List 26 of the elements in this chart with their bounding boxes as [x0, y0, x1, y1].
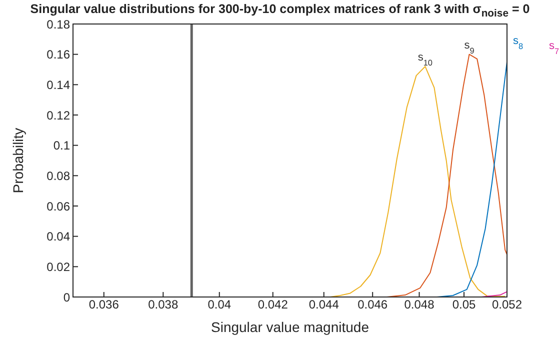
y-tick-label: 0.14	[46, 78, 70, 92]
y-tick-label: 0.06	[46, 199, 70, 214]
chart-title: Singular value distributions for 300-by-10 complex matrices of rank 3 with σ$_{noise}$ = 0	[29, 1, 531, 20]
x-axis-title: Singular value magnitude	[211, 319, 370, 335]
y-tick-label: 0.04	[46, 230, 70, 244]
y-tick-label: 0.12	[46, 108, 70, 122]
x-tick-label: 0.04	[208, 298, 232, 312]
x-tick-label: 0.05	[452, 298, 476, 312]
x-tick-label: 0.046	[358, 298, 388, 312]
x-tick-label: 0.036	[88, 298, 120, 312]
y-axis-title: Probability	[10, 128, 26, 194]
y-tick-label: 0.16	[46, 48, 70, 62]
series-label: s$_{8}$	[513, 35, 524, 50]
y-tick-label: 0.18	[46, 17, 70, 32]
y-tick-label: 0.1	[53, 138, 70, 153]
x-tick-label: 0.038	[148, 298, 178, 312]
y-tick-label: 0.08	[46, 168, 70, 183]
x-tick-label: 0.052	[492, 298, 522, 312]
x-tick-label: 0.042	[258, 298, 288, 312]
series-label: s$_{9}$	[464, 39, 475, 55]
y-tick-label: 0.02	[46, 260, 70, 274]
series-label: s$_{10}$	[418, 51, 433, 67]
x-tick-label: 0.048	[404, 298, 435, 312]
text: s$_{7}$	[549, 40, 560, 56]
y-tick-label: 0	[63, 290, 70, 304]
x-tick-label: 0.044	[308, 298, 340, 312]
